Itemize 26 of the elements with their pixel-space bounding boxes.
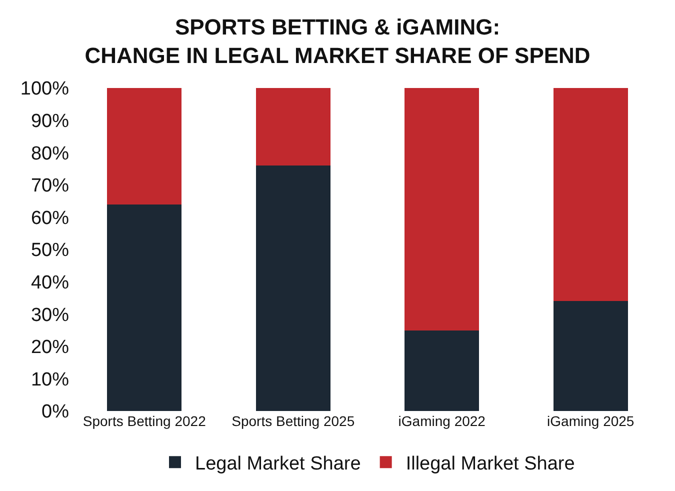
y-tick-label: 80% — [30, 143, 70, 164]
bar — [107, 204, 182, 411]
bar — [404, 330, 480, 411]
y-tick-label: 20% — [30, 337, 70, 358]
legend-label: Legal Market Share — [195, 454, 361, 475]
y-tick-label: 70% — [30, 176, 70, 197]
bar — [553, 88, 628, 302]
bar — [256, 88, 330, 166]
x-tick-label: iGaming 2025 — [547, 413, 634, 429]
x-tick-label: Sports Betting 2025 — [232, 413, 355, 429]
y-tick-label: 50% — [30, 240, 70, 262]
y-tick-label: 10% — [30, 369, 70, 390]
y-tick-label: 60% — [30, 208, 70, 229]
bar — [553, 301, 628, 411]
y-tick-label: 40% — [30, 272, 70, 294]
y-tick-label: 100% — [20, 78, 70, 100]
bar — [404, 88, 480, 330]
x-tick-label: iGaming 2022 — [398, 413, 486, 429]
chart-title: SPORTS BETTING & iGAMING: CHANGE IN LEGAL MARKET SHARE OF SPEND — [84, 14, 590, 68]
bar — [107, 88, 182, 204]
y-tick-label: 0% — [42, 402, 70, 423]
y-tick-label: 30% — [30, 304, 70, 326]
x-tick-label: Sports Betting 2022 — [82, 413, 206, 429]
y-tick-label: 90% — [30, 110, 70, 132]
legend-label: Illegal Market Share — [406, 454, 575, 475]
bar — [256, 166, 330, 411]
